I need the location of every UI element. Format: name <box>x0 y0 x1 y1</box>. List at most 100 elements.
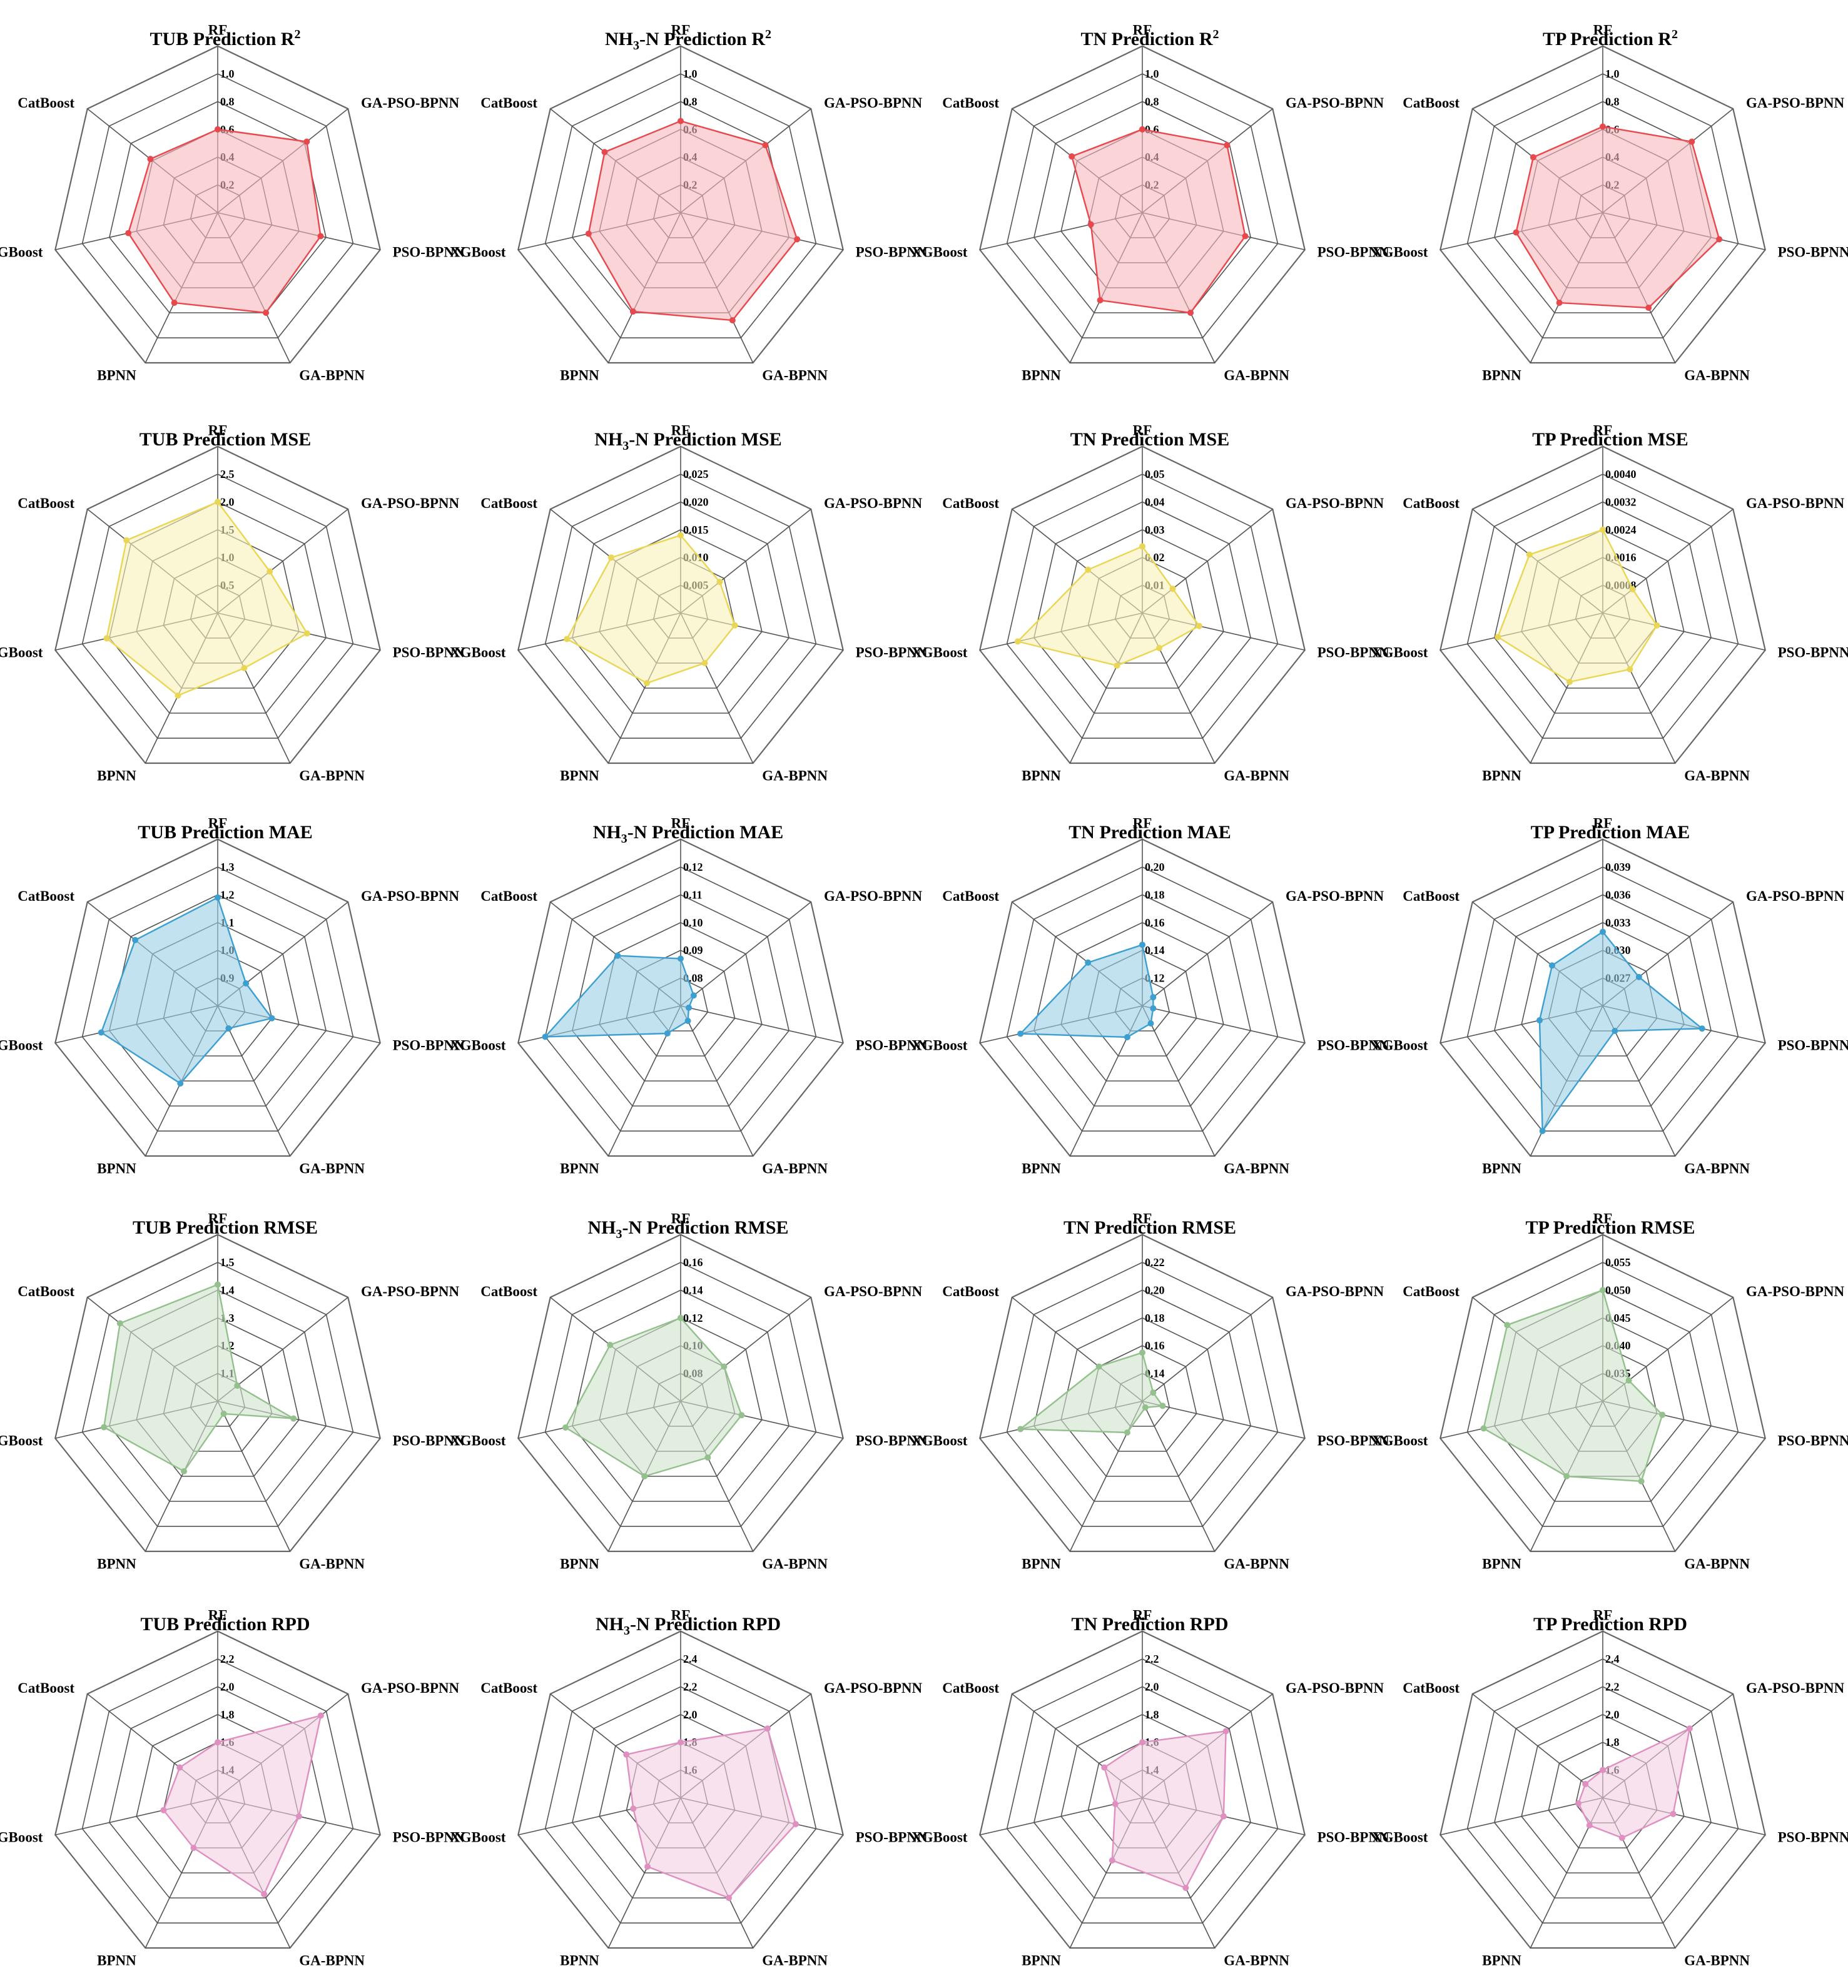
data-point <box>1124 1034 1130 1041</box>
tick-label: 0.020 <box>683 495 709 508</box>
axis-label: RF <box>671 1608 691 1623</box>
radar-chart: TP Prediction MSE0.00080.00160.00240.003… <box>1372 423 1848 784</box>
tick-label: 2.2 <box>220 1653 235 1665</box>
axis-spoke <box>217 1401 291 1552</box>
axis-label: XGBoost <box>450 1830 506 1845</box>
axis-label: GA-BPNN <box>1224 1556 1289 1571</box>
chart-title-mid: -N Prediction RMSE <box>622 1217 788 1238</box>
grid-frame <box>979 1630 1306 1949</box>
grid-ring <box>544 73 817 338</box>
radar-chart-panel: TP Prediction MSE0.00080.00160.00240.003… <box>1372 400 1848 798</box>
tick-label: 0.12 <box>683 1312 703 1324</box>
axis-label: CatBoost <box>480 495 537 511</box>
grid-frame <box>54 838 381 1157</box>
axis-label: RF <box>1133 1211 1152 1227</box>
data-point <box>607 1342 614 1349</box>
axis-label: GA-BPNN <box>762 1952 828 1968</box>
data-point <box>630 1805 637 1812</box>
axis-label: GA-BPNN <box>1684 1952 1750 1968</box>
grid-ring <box>1466 474 1739 739</box>
axis-label: RF <box>1133 423 1152 439</box>
chart-title-main: TP Prediction MAE <box>1531 822 1690 843</box>
radar-chart-panel: TUB Prediction MSE0.51.01.52.02.5RFGA-PS… <box>0 400 465 798</box>
data-point <box>1627 666 1633 673</box>
data-point <box>678 118 684 124</box>
chart-title: TN Prediction RMSE <box>1064 1217 1236 1238</box>
grid-ring <box>544 1262 817 1527</box>
axis-label: GA-BPNN <box>762 1556 828 1571</box>
data-point <box>125 230 132 236</box>
chart-title: NH3-N Prediction RMSE <box>587 1217 788 1241</box>
data-point <box>1659 1411 1666 1418</box>
data-point <box>1618 1835 1625 1842</box>
grid-frame <box>517 445 844 764</box>
radar-chart-panel: NH3-N Prediction R20.20.40.60.81.0RFGA-P… <box>450 0 928 398</box>
axis-label: CatBoost <box>942 495 999 511</box>
tick-label: 1.3 <box>220 861 235 873</box>
axis-label: BPNN <box>97 367 136 383</box>
data-point <box>623 1751 630 1758</box>
axis-label: XGBoost <box>1372 1433 1428 1449</box>
axis-spoke <box>1142 1401 1216 1552</box>
axis-label: XGBoost <box>1372 245 1428 260</box>
radar-chart: TN Prediction MAE0.120.140.160.180.20RFG… <box>911 816 1389 1177</box>
axis-label: GA-PSO-BPNN <box>1746 95 1845 111</box>
axis-label: GA-PSO-BPNN <box>361 95 460 111</box>
tick-label: 0.055 <box>1605 1256 1631 1269</box>
data-point <box>1150 994 1157 1001</box>
axis-label: XGBoost <box>0 1830 43 1845</box>
axis-label: RF <box>208 23 228 38</box>
chart-title-mid: -N Prediction MAE <box>627 822 783 843</box>
chart-title-subscript: 3 <box>622 439 629 453</box>
axis-spoke <box>680 1005 843 1044</box>
data-point <box>678 1314 684 1321</box>
radar-chart-panel: TN Prediction R20.20.40.60.81.0RFGA-PSO-… <box>911 0 1389 398</box>
axis-label: PSO-BPNN <box>393 245 465 260</box>
data-point <box>268 1015 275 1022</box>
data-point <box>263 310 270 317</box>
radar-chart-panel: NH3-N Prediction RMSE0.080.100.120.140.1… <box>450 1189 928 1586</box>
axis-label: PSO-BPNN <box>393 645 465 661</box>
data-point <box>1159 1402 1166 1409</box>
grid-ring <box>544 866 817 1132</box>
axis-label: XGBoost <box>911 645 968 661</box>
series-area <box>1103 1730 1227 1889</box>
data-point <box>290 1415 297 1422</box>
axis-label: BPNN <box>1482 768 1521 783</box>
chart-title-superscript: 2 <box>1672 28 1678 41</box>
axis-label: XGBoost <box>911 1433 968 1449</box>
series-area <box>1018 943 1154 1038</box>
axis-label: PSO-BPNN <box>856 645 928 661</box>
axis-label: CatBoost <box>480 888 537 904</box>
radar-chart-panel: TUB Prediction RMSE1.11.21.31.41.5RFGA-P… <box>0 1189 465 1586</box>
data-point <box>234 1382 241 1389</box>
radar-chart-panel: TUB Prediction RPD1.41.61.82.02.2RFGA-PS… <box>0 1585 465 1983</box>
tick-label: 0.14 <box>1145 944 1165 956</box>
series-area <box>103 1283 294 1473</box>
data-point <box>116 1320 123 1327</box>
data-point <box>1629 586 1636 592</box>
grid-ring <box>108 894 327 1107</box>
axis-label: CatBoost <box>18 888 74 904</box>
data-point <box>1087 221 1094 228</box>
grid-frame <box>54 1234 381 1553</box>
tick-label: 0.12 <box>683 861 703 873</box>
data-point <box>190 1845 197 1852</box>
axis-label: BPNN <box>97 1952 136 1968</box>
data-point <box>303 138 310 145</box>
data-point <box>215 894 221 901</box>
data-point <box>644 680 651 687</box>
data-point <box>261 1891 268 1898</box>
grid-ring <box>1493 501 1712 714</box>
data-point <box>794 236 801 243</box>
radar-chart-panel: TUB Prediction MAE0.91.01.11.21.3RFGA-PS… <box>0 793 465 1191</box>
data-point <box>729 317 736 324</box>
grid-frame <box>1439 1234 1766 1553</box>
axis-label: GA-BPNN <box>299 1952 365 1968</box>
data-point <box>690 992 697 999</box>
radar-chart: TUB Prediction MSE0.51.01.52.02.5RFGA-PS… <box>0 423 465 784</box>
tick-label: 0.16 <box>1145 916 1165 929</box>
tick-label: 0.05 <box>1145 468 1165 480</box>
chart-title: TN Prediction MSE <box>1070 429 1229 450</box>
tick-label: 2.0 <box>1145 1680 1159 1693</box>
